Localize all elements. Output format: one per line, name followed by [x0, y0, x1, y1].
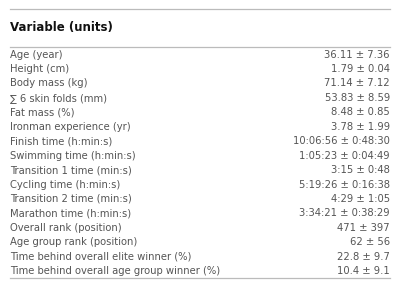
Text: Marathon time (h:min:s): Marathon time (h:min:s) [10, 208, 131, 218]
Text: 62 ± 56: 62 ± 56 [350, 237, 390, 247]
Text: 71.14 ± 7.12: 71.14 ± 7.12 [324, 78, 390, 88]
Text: 3:15 ± 0:48: 3:15 ± 0:48 [331, 165, 390, 175]
Text: ∑ 6 skin folds (mm): ∑ 6 skin folds (mm) [10, 93, 107, 103]
Text: 5:19:26 ± 0:16:38: 5:19:26 ± 0:16:38 [299, 180, 390, 189]
Text: Time behind overall age group winner (%): Time behind overall age group winner (%) [10, 266, 220, 276]
Text: 1.79 ± 0.04: 1.79 ± 0.04 [331, 64, 390, 74]
Text: 10.4 ± 9.1: 10.4 ± 9.1 [337, 266, 390, 276]
Text: Swimming time (h:min:s): Swimming time (h:min:s) [10, 151, 136, 161]
Text: 8.48 ± 0.85: 8.48 ± 0.85 [331, 107, 390, 117]
Text: Transition 2 time (min:s): Transition 2 time (min:s) [10, 194, 132, 204]
Text: 3:34:21 ± 0:38:29: 3:34:21 ± 0:38:29 [299, 208, 390, 218]
Text: 10:06:56 ± 0:48:30: 10:06:56 ± 0:48:30 [293, 136, 390, 146]
Text: 22.8 ± 9.7: 22.8 ± 9.7 [337, 252, 390, 262]
Text: Variable (units): Variable (units) [10, 22, 113, 34]
Text: Body mass (kg): Body mass (kg) [10, 78, 88, 88]
Text: 3.78 ± 1.99: 3.78 ± 1.99 [331, 122, 390, 132]
Text: Age (year): Age (year) [10, 50, 62, 60]
Text: Transition 1 time (min:s): Transition 1 time (min:s) [10, 165, 132, 175]
Text: Time behind overall elite winner (%): Time behind overall elite winner (%) [10, 252, 191, 262]
Text: Overall rank (position): Overall rank (position) [10, 223, 122, 233]
Text: Age group rank (position): Age group rank (position) [10, 237, 137, 247]
Text: 4:29 ± 1:05: 4:29 ± 1:05 [331, 194, 390, 204]
Text: 53.83 ± 8.59: 53.83 ± 8.59 [325, 93, 390, 103]
Text: 1:05:23 ± 0:04:49: 1:05:23 ± 0:04:49 [299, 151, 390, 161]
Text: Finish time (h:min:s): Finish time (h:min:s) [10, 136, 112, 146]
Text: Cycling time (h:min:s): Cycling time (h:min:s) [10, 180, 120, 189]
Text: Ironman experience (yr): Ironman experience (yr) [10, 122, 131, 132]
Text: Height (cm): Height (cm) [10, 64, 69, 74]
Text: Fat mass (%): Fat mass (%) [10, 107, 74, 117]
Text: 471 ± 397: 471 ± 397 [337, 223, 390, 233]
Text: 36.11 ± 7.36: 36.11 ± 7.36 [324, 50, 390, 60]
